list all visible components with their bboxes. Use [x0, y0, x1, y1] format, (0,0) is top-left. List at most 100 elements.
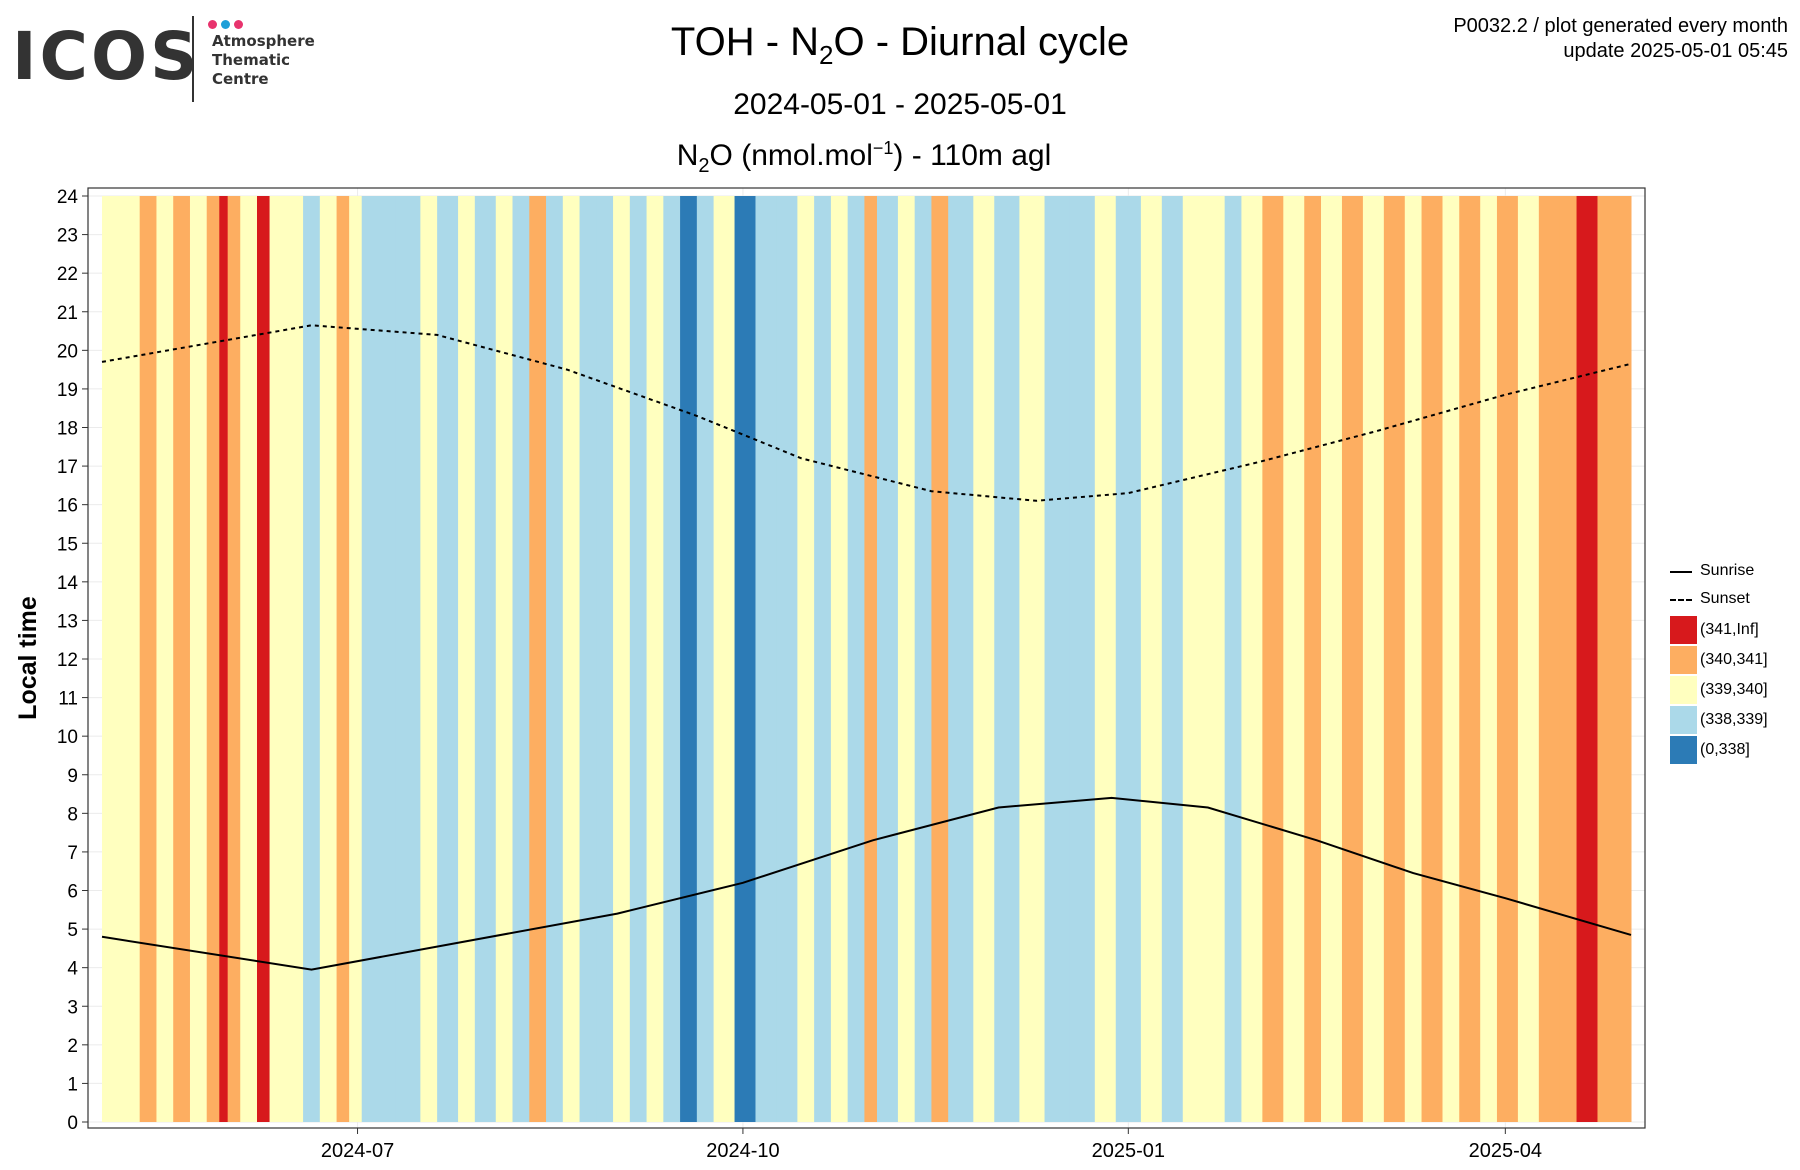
heatmap-column — [1044, 196, 1071, 1122]
heatmap-column — [1459, 196, 1481, 1122]
heatmap-column — [1383, 196, 1406, 1122]
heatmap-column — [1094, 196, 1117, 1122]
title-part: TOH - N — [670, 20, 820, 64]
heatmap-column — [1614, 196, 1632, 1122]
y-tick-label: 9 — [67, 766, 78, 787]
legend-swatch — [1670, 646, 1697, 674]
logo-wordmark: ICOS — [12, 18, 201, 95]
heatmap-column — [1283, 196, 1305, 1122]
heatmap-column — [646, 196, 664, 1122]
chart-variable-label: N2O (nmol.mol−1) - 110m agl — [0, 138, 1728, 178]
heatmap-column — [663, 196, 681, 1122]
y-tick-label: 20 — [57, 341, 78, 362]
subtitle-part: O (nmol.mol — [709, 139, 873, 172]
heatmap-column — [680, 196, 698, 1122]
y-tick-label: 14 — [57, 573, 79, 594]
plot-border — [87, 187, 1646, 1129]
y-tick-label: 3 — [67, 997, 78, 1018]
icos-logo: ICOS Atmosphere Thematic Centre — [12, 16, 332, 106]
heatmap-column — [797, 196, 815, 1122]
legend-label: Sunrise — [1700, 562, 1755, 579]
y-tick-label: 23 — [57, 226, 78, 247]
heatmap-column — [1019, 196, 1046, 1122]
heatmap-column — [994, 196, 1020, 1122]
sunrise-line — [101, 796, 1632, 971]
legend-swatch — [1670, 706, 1697, 734]
legend-swatch — [1670, 676, 1697, 704]
heatmap-column — [1538, 196, 1561, 1122]
y-tick-label: 19 — [57, 380, 78, 401]
logo-dot — [234, 20, 243, 29]
plot-id: P0032.2 / plot generated every month — [1453, 15, 1788, 37]
plot-metadata: P0032.2 / plot generated every month upd… — [1453, 14, 1788, 64]
heatmap-column — [420, 196, 438, 1122]
y-tick-label: 17 — [57, 457, 78, 478]
heatmap-column — [546, 196, 564, 1122]
logo-separator — [192, 16, 194, 102]
y-tick-label: 1 — [67, 1074, 78, 1095]
logo-dots — [208, 16, 247, 34]
heatmap-column — [579, 196, 597, 1122]
y-tick-label: 13 — [57, 611, 78, 632]
heatmap-column — [948, 196, 974, 1122]
y-tick-label: 0 — [67, 1113, 78, 1134]
heatmap-column — [319, 196, 338, 1122]
heatmap-column — [437, 196, 459, 1122]
legend-line-key — [1670, 599, 1692, 601]
y-tick-label: 4 — [67, 959, 78, 980]
heatmap-column — [734, 196, 756, 1122]
heatmap-column — [1576, 196, 1598, 1122]
update-timestamp: update 2025-05-01 05:45 — [1563, 40, 1788, 62]
chart-date-range: 2024-05-01 - 2025-05-01 — [733, 88, 1067, 121]
subtitle-subscript: 2 — [698, 155, 710, 177]
heatmap-column — [458, 196, 476, 1122]
legend-label: (341,Inf] — [1700, 621, 1759, 638]
x-tick-label: 2025-04 — [1469, 1140, 1542, 1162]
y-tick-label: 18 — [57, 419, 78, 440]
heatmap-column — [1241, 196, 1263, 1122]
heatmap-column — [713, 196, 736, 1122]
y-tick-label: 6 — [67, 882, 78, 903]
heatmap-column — [227, 196, 241, 1122]
legend-label: (338,339] — [1700, 711, 1768, 728]
logo-dot — [208, 20, 217, 29]
heatmap-column — [1321, 196, 1343, 1122]
sunset-line — [101, 324, 1632, 502]
heatmap-column — [596, 196, 614, 1122]
legend-line-key — [1670, 571, 1692, 573]
heatmap-column — [776, 196, 798, 1122]
heatmap-column — [876, 196, 899, 1122]
heatmap-column — [269, 196, 287, 1122]
heatmap-column — [336, 196, 350, 1122]
subtitle-superscript: −1 — [872, 138, 894, 158]
y-tick-label: 10 — [57, 727, 78, 748]
heatmap-column — [847, 196, 865, 1122]
legend-label: Sunset — [1700, 590, 1750, 607]
heatmap-column — [864, 196, 878, 1122]
heatmap-column — [1480, 196, 1498, 1122]
x-tick-label: 2024-07 — [321, 1140, 394, 1162]
heatmap-column — [139, 196, 157, 1122]
logo-line: Atmosphere — [212, 32, 315, 50]
subtitle-part: ) - 110m agl — [893, 139, 1052, 172]
heatmap-column — [1182, 196, 1205, 1122]
heatmap-column — [1224, 196, 1242, 1122]
chart-title: TOH - N2O - Diurnal cycle — [0, 20, 1800, 71]
y-tick-label: 12 — [57, 650, 78, 671]
heatmap-column — [303, 196, 321, 1122]
heatmap-column — [1517, 196, 1540, 1122]
heatmap-column — [395, 196, 421, 1122]
y-tick-label: 16 — [57, 496, 78, 517]
y-tick-label: 5 — [67, 920, 78, 941]
heatmap-column — [361, 196, 396, 1122]
heatmap-column — [613, 196, 631, 1122]
heatmap-column — [1421, 196, 1443, 1122]
heatmap-column — [1161, 196, 1184, 1122]
legend-label: (0,338] — [1700, 741, 1750, 758]
heatmap-column — [830, 196, 849, 1122]
x-tick-label: 2024-10 — [706, 1140, 779, 1162]
y-tick-label: 2 — [67, 1036, 78, 1057]
heatmap-column — [1404, 196, 1423, 1122]
heatmap-column — [286, 196, 304, 1122]
